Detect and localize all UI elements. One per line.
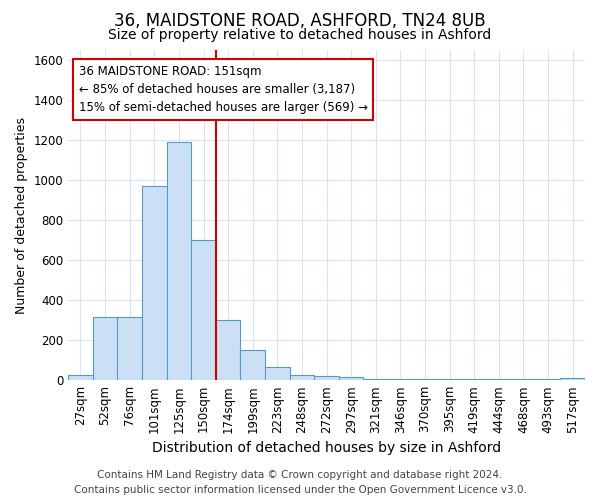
Bar xyxy=(364,379,388,380)
Bar xyxy=(339,377,364,380)
Bar xyxy=(290,375,314,380)
Bar xyxy=(462,379,487,380)
Bar xyxy=(511,379,536,380)
Bar xyxy=(167,142,191,380)
Bar xyxy=(93,317,118,380)
Bar xyxy=(560,378,585,380)
Bar xyxy=(142,186,167,380)
Bar xyxy=(265,367,290,380)
Text: Contains HM Land Registry data © Crown copyright and database right 2024.
Contai: Contains HM Land Registry data © Crown c… xyxy=(74,470,526,495)
Bar xyxy=(191,240,216,380)
Bar xyxy=(314,376,339,380)
Text: 36 MAIDSTONE ROAD: 151sqm
← 85% of detached houses are smaller (3,187)
15% of se: 36 MAIDSTONE ROAD: 151sqm ← 85% of detac… xyxy=(79,65,368,114)
Bar xyxy=(68,375,93,380)
Text: Size of property relative to detached houses in Ashford: Size of property relative to detached ho… xyxy=(109,28,491,42)
Bar xyxy=(413,379,437,380)
Bar xyxy=(241,350,265,380)
Text: 36, MAIDSTONE ROAD, ASHFORD, TN24 8UB: 36, MAIDSTONE ROAD, ASHFORD, TN24 8UB xyxy=(114,12,486,30)
Bar xyxy=(487,379,511,380)
Y-axis label: Number of detached properties: Number of detached properties xyxy=(15,116,28,314)
Bar xyxy=(118,317,142,380)
Bar xyxy=(437,379,462,380)
X-axis label: Distribution of detached houses by size in Ashford: Distribution of detached houses by size … xyxy=(152,441,501,455)
Bar xyxy=(216,320,241,380)
Bar xyxy=(388,379,413,380)
Bar xyxy=(536,379,560,380)
